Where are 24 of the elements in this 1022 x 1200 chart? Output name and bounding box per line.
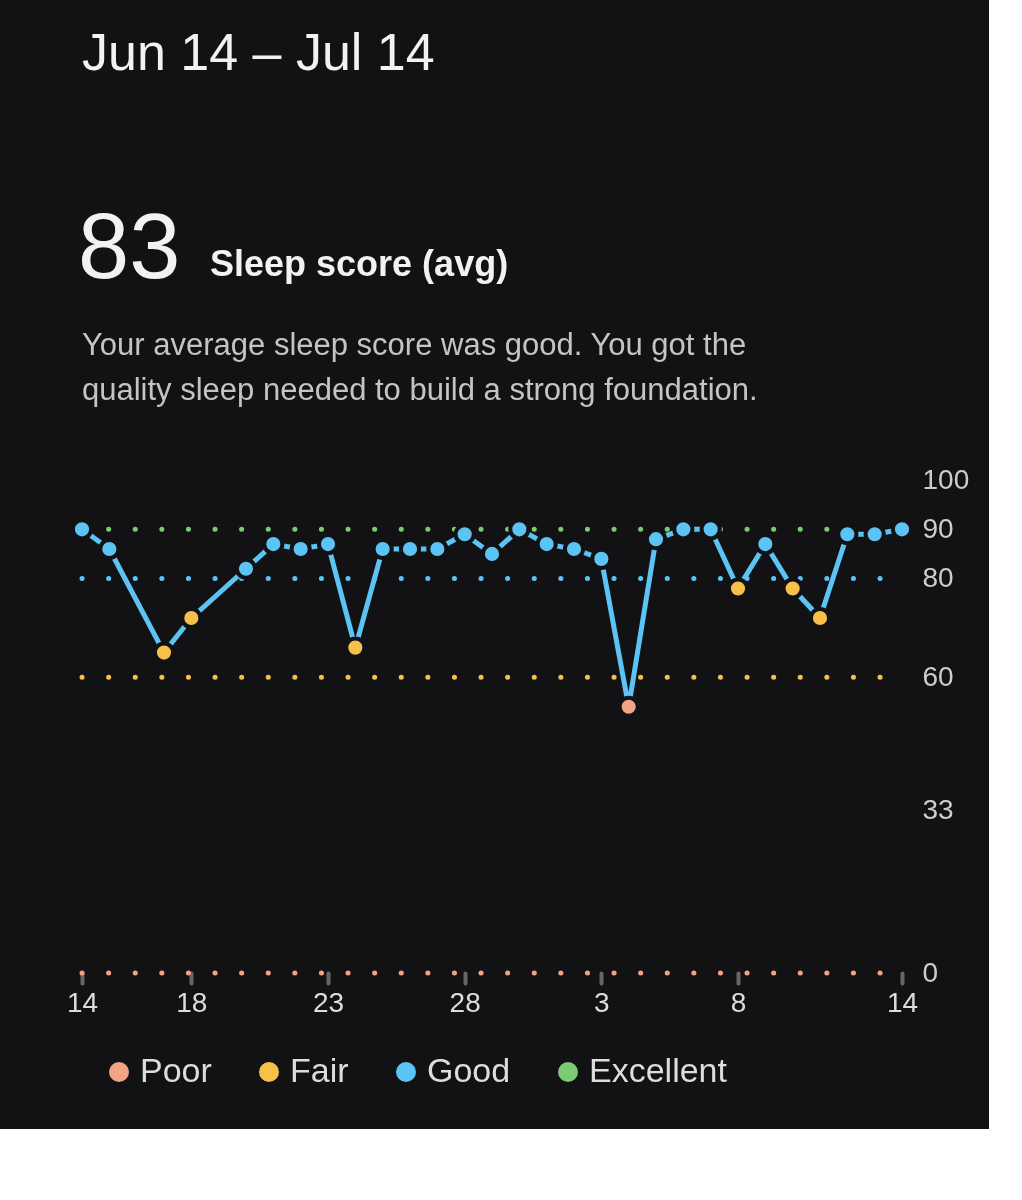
text: 83 (78, 195, 181, 297)
x-tick-label: 18 (176, 986, 208, 1018)
point (180, 606, 203, 630)
y-tick-label: 60 (922, 660, 954, 692)
chart-subtitle: Your average sleep score was good. You got the quality sleep needed to build a strong foundation. (82, 327, 758, 407)
x-tick-label: 8 (730, 986, 747, 1018)
legend-label: Good (427, 1051, 511, 1089)
y-tick-label: 0 (922, 956, 939, 988)
x-tick-label: 14 (66, 986, 99, 1018)
y-tick-label: 80 (922, 562, 954, 594)
y-tick-label: 100 (922, 463, 970, 495)
legend-label: Poor (140, 1051, 212, 1089)
y-tick-label: 33 (922, 793, 954, 825)
legend-label: Excellent (589, 1051, 728, 1089)
x-tick-label: 3 (594, 986, 610, 1018)
x-tick-label: 23 (312, 986, 345, 1018)
x-tick-label: 28 (449, 986, 481, 1018)
point (781, 577, 804, 600)
x-tick-label: 14 (886, 986, 919, 1018)
y-tick-label: 90 (922, 512, 954, 544)
chart-title: Jun 14 – Jul 14 (82, 23, 435, 81)
legend-label: Fair (290, 1051, 349, 1089)
point (234, 557, 258, 580)
text: Sleep score (avg) (210, 243, 509, 284)
